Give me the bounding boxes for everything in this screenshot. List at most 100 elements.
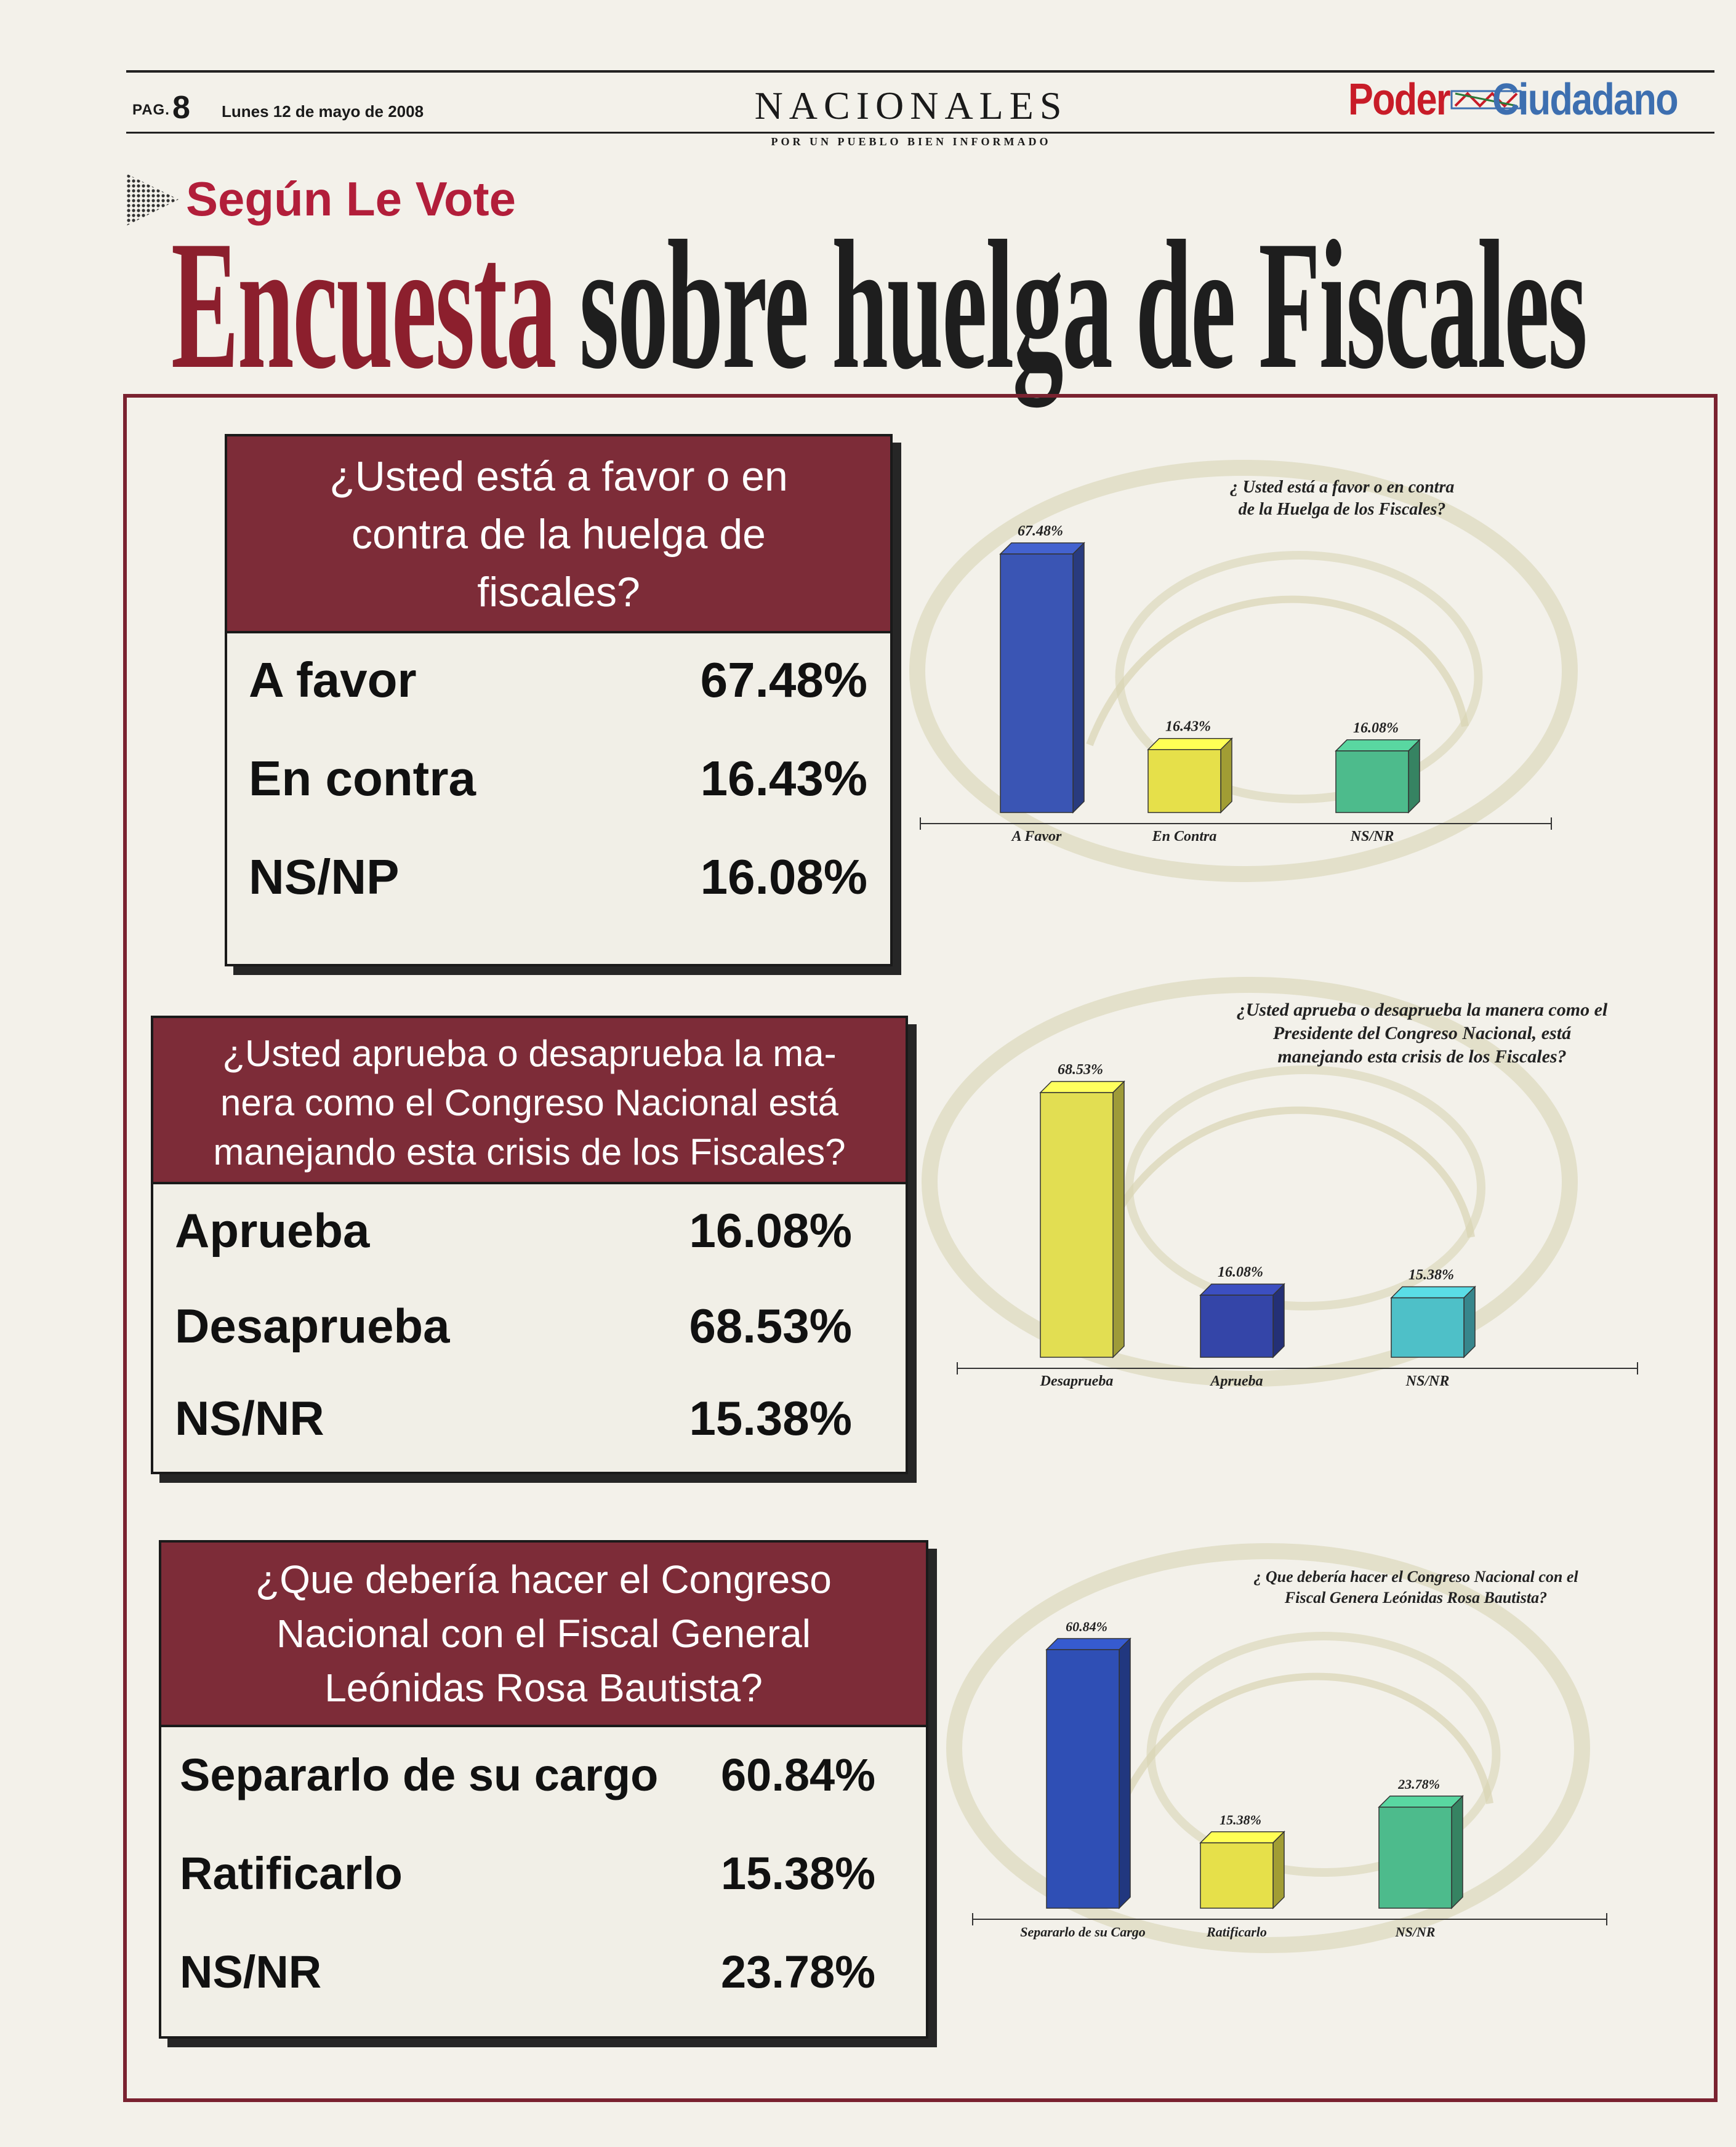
page-label: PAG. — [132, 102, 170, 118]
chart-1-bar-2 — [1147, 737, 1233, 814]
chart-2-bar-2 — [1199, 1283, 1285, 1358]
chart-1-title-line-2: de la Huelga de los Fiscales? — [1239, 500, 1446, 519]
logo-word-poder: Poder — [1348, 75, 1451, 124]
q1-row-2-label: En contra — [249, 751, 476, 806]
q3-row-2-value: 15.38% — [721, 1848, 875, 1899]
headline: Encuesta sobre huelga de Fiscales — [171, 212, 1588, 397]
chart-2-swirl-inner — [1125, 1065, 1485, 1310]
question-box-2: ¿Usted aprueba o desaprueba la ma- nera … — [151, 1016, 908, 1474]
chart-1-category-label-3: NS/NR — [1350, 829, 1394, 845]
question-box-1: ¿Usted está a favor o en contra de la hu… — [225, 434, 893, 966]
chart-3-bar-3 — [1378, 1795, 1464, 1909]
newspaper-logo: Poder Ciudadano — [1348, 73, 1710, 127]
q1-row-1-label: A favor — [249, 652, 417, 707]
kicker-arrow-icon — [126, 174, 179, 226]
q1-row-3-label: NS/NP — [249, 849, 400, 904]
chart-2-title-line-3: manejando esta crisis de los Fiscales? — [1277, 1046, 1566, 1067]
bar-chart-2: ¿Usted aprueba o desaprueba la manera co… — [922, 973, 1656, 1459]
chart-3-title-line-2: Fiscal Genera Leónidas Rosa Bautista? — [1284, 1589, 1547, 1607]
question-2-header: ¿Usted aprueba o desaprueba la ma- nera … — [153, 1018, 906, 1184]
q1-row-3: NS/NP 16.08% — [249, 849, 867, 905]
question-1-line-2: contra de la huelga de — [352, 511, 766, 558]
q3-row-2-label: Ratificarlo — [180, 1848, 403, 1899]
chart-2-title-line-1: ¿Usted aprueba o desaprueba la manera co… — [1237, 1000, 1608, 1020]
chart-3-bar-2 — [1199, 1831, 1285, 1909]
chart-3-swirl-outer — [946, 1543, 1590, 1953]
q1-row-2: En contra 16.43% — [249, 750, 867, 807]
logo-word-ciudadano: Ciudadano — [1492, 75, 1679, 124]
q2-row-1-label: Aprueba — [175, 1203, 370, 1258]
question-1-line-3: fiscales? — [477, 569, 640, 616]
chart-3-category-label-1: Separarlo de su Cargo — [1020, 1924, 1146, 1940]
masthead-bottom-rule — [126, 132, 1714, 134]
chart-1-swirl-outer — [909, 460, 1578, 882]
bar-chart-1: ¿ Usted está a favor o en contra de la Hu… — [909, 455, 1638, 966]
q3-row-3-value: 23.78% — [721, 1946, 875, 1997]
section-tagline: POR UN PUEBLO BIEN INFORMADO — [771, 135, 1051, 148]
headline-part-1: Encuesta — [171, 203, 557, 407]
chart-1-category-label-1: A Favor — [1011, 829, 1062, 845]
chart-1-swirl-inner — [1115, 551, 1483, 803]
headline-part-2: sobre huelga de Fiscales — [579, 203, 1588, 407]
question-1-line-1: ¿Usted está a favor o en — [329, 453, 788, 500]
question-1-header: ¿Usted está a favor o en contra de la hu… — [227, 436, 890, 633]
q1-row-1-value: 67.48% — [700, 652, 867, 707]
page-number: 8 — [172, 90, 190, 126]
question-3-line-2: Nacional con el Fiscal General — [276, 1611, 811, 1656]
q2-row-2: Desaprueba 68.53% — [175, 1298, 852, 1354]
issue-date: Lunes 12 de mayo de 2008 — [222, 102, 424, 121]
chart-2-title-line-2: Presidente del Congreso Nacional, está — [1272, 1023, 1572, 1043]
chart-3-category-label-3: NS/NR — [1395, 1924, 1436, 1940]
q2-row-1-value: 16.08% — [689, 1203, 852, 1258]
question-3-header: ¿Que debería hacer el Congreso Nacional … — [161, 1543, 926, 1727]
q2-row-3-label: NS/NR — [175, 1391, 324, 1445]
question-3-line-1: ¿Que debería hacer el Congreso — [255, 1557, 832, 1602]
section-name: NACIONALES — [754, 84, 1068, 127]
chart-2-category-label-2: Aprueba — [1209, 1373, 1263, 1389]
q3-row-1: Separarlo de su cargo 60.84% — [180, 1749, 875, 1801]
q3-row-3-label: NS/NR — [180, 1946, 322, 1997]
content-frame — [123, 394, 1718, 2102]
q3-row-1-value: 60.84% — [721, 1749, 875, 1800]
q2-row-2-value: 68.53% — [689, 1299, 852, 1353]
chart-2-category-label-1: Desaprueba — [1040, 1373, 1114, 1389]
q2-row-3-value: 15.38% — [689, 1391, 852, 1445]
chart-2-swirl-arc — [1092, 1106, 1475, 1258]
chart-3-category-label-2: Ratificarlo — [1206, 1924, 1267, 1940]
chart-3-bar-1 — [1045, 1637, 1131, 1909]
chart-1-bar-3 — [1335, 739, 1421, 814]
chart-1-svg: ¿ Usted está a favor o en contra de la Hu… — [909, 460, 1578, 882]
logo-mark-icon — [1450, 90, 1522, 110]
q1-row-1: A favor 67.48% — [249, 652, 867, 708]
q2-row-3: NS/NR 15.38% — [175, 1391, 852, 1447]
chart-3-value-label-2: 15.38% — [1220, 1812, 1261, 1828]
chart-1-value-label-3: 16.08% — [1353, 720, 1399, 736]
chart-1-title-line-1: ¿ Usted está a favor o en contra — [1230, 478, 1455, 497]
chart-2-value-label-3: 15.38% — [1408, 1267, 1454, 1283]
chart-2-bar-3 — [1390, 1285, 1476, 1358]
question-3-line-3: Leónidas Rosa Bautista? — [324, 1666, 763, 1710]
chart-3-swirl-arc — [1111, 1672, 1493, 1824]
chart-2-bar-1 — [1039, 1080, 1125, 1358]
kicker: Según Le Vote — [186, 172, 516, 226]
question-2-line-2: nera como el Congreso Nacional está — [220, 1082, 838, 1123]
chart-2-value-label-2: 16.08% — [1218, 1264, 1263, 1280]
q1-row-3-value: 16.08% — [700, 849, 867, 904]
chart-1-value-label-1: 67.48% — [1018, 523, 1063, 539]
q3-row-1-label: Separarlo de su cargo — [180, 1749, 659, 1800]
question-box-3: ¿Que debería hacer el Congreso Nacional … — [159, 1540, 928, 2039]
chart-1-value-label-2: 16.43% — [1165, 719, 1211, 735]
chart-3-value-label-1: 60.84% — [1066, 1619, 1107, 1634]
chart-2-category-label-3: NS/NR — [1405, 1373, 1450, 1389]
q2-row-2-label: Desaprueba — [175, 1299, 450, 1353]
masthead-top-rule — [126, 70, 1714, 73]
chart-1-swirl-arc — [1086, 595, 1469, 747]
q3-row-2: Ratificarlo 15.38% — [180, 1847, 875, 1900]
chart-3-value-label-3: 23.78% — [1397, 1776, 1440, 1792]
bar-chart-3: ¿ Que debería hacer el Congreso Nacional… — [946, 1539, 1650, 2019]
q1-row-2-value: 16.43% — [700, 751, 867, 806]
q2-row-1: Aprueba 16.08% — [175, 1203, 852, 1259]
chart-2-value-label-1: 68.53% — [1058, 1062, 1103, 1078]
q3-row-3: NS/NR 23.78% — [180, 1946, 875, 1998]
chart-1-bar-1 — [999, 542, 1085, 814]
